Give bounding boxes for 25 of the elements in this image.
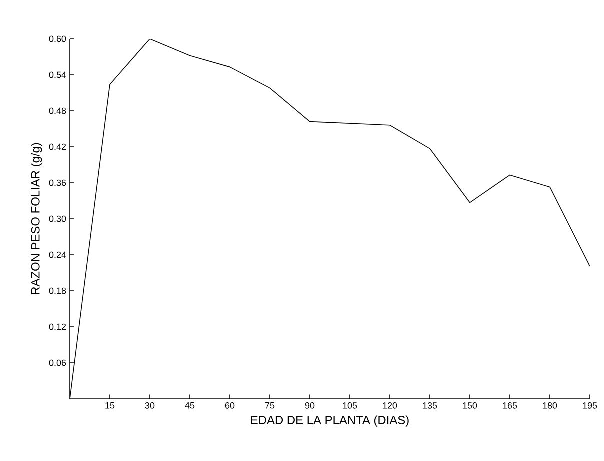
y-tick-label: 0.24 [49,252,66,258]
y-tick-label: 0.06 [49,360,66,366]
x-tick-label: 135 [423,402,438,409]
x-tick-label: 120 [383,402,398,409]
x-tick-label: 150 [463,402,478,409]
x-tick-label: 60 [225,402,235,409]
x-tick-label: 90 [305,402,315,409]
y-tick-label: 0.60 [49,36,66,42]
x-tick-label: 180 [543,402,558,409]
y-tick-label: 0.42 [49,144,66,150]
x-tick-label: 105 [343,402,358,409]
y-tick-label: 0.48 [49,108,66,114]
x-tick-label: 75 [265,402,275,409]
y-axis-title: RAZON PESO FOLIAR (g/g) [31,143,42,294]
y-tick-label: 0.18 [49,288,66,294]
y-tick-label: 0.30 [49,216,66,222]
x-tick-label: 15 [106,402,115,409]
x-tick-label: 30 [145,402,155,409]
x-tick-label: 45 [185,402,195,409]
x-axis-title: EDAD DE LA PLANTA (DIAS) [251,416,409,427]
x-tick-label: 165 [503,402,518,409]
y-tick-label: 0.36 [49,180,66,186]
y-tick-label: 0.12 [49,324,66,330]
x-tick-label: 195 [583,402,598,409]
y-tick-label: 0.54 [49,72,66,78]
